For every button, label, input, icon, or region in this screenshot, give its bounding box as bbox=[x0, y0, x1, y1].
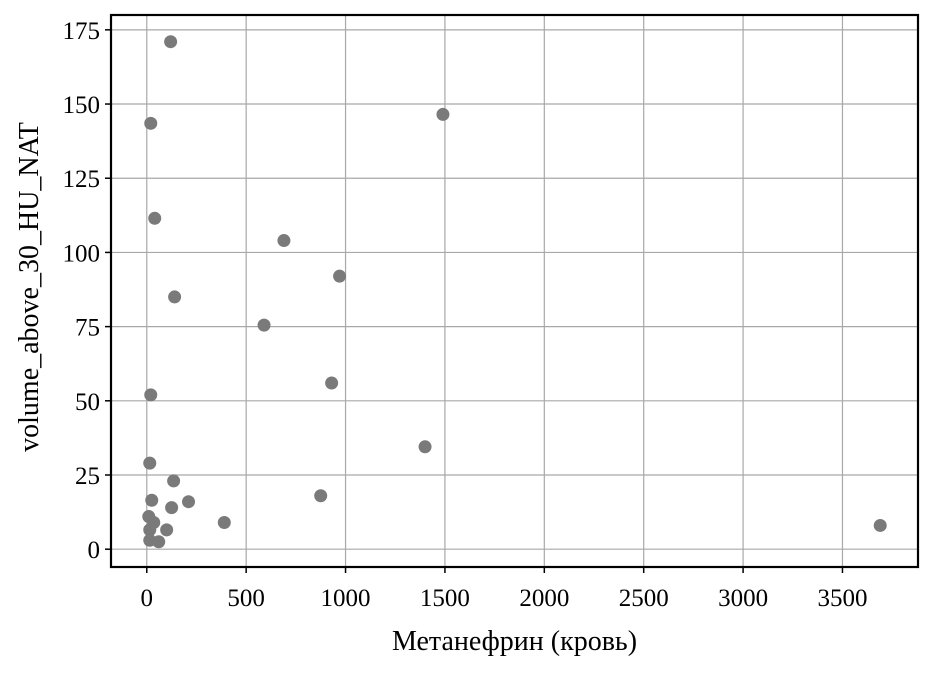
y-tick-label: 175 bbox=[63, 18, 101, 45]
y-tick-label: 75 bbox=[75, 315, 100, 342]
y-tick-label: 0 bbox=[88, 537, 101, 564]
data-point bbox=[144, 116, 158, 130]
data-point bbox=[143, 456, 157, 470]
data-point bbox=[143, 523, 157, 537]
data-point bbox=[145, 493, 159, 507]
x-tick-label: 1000 bbox=[321, 585, 371, 612]
y-tick-label: 100 bbox=[63, 240, 101, 267]
data-point bbox=[168, 290, 182, 304]
x-axis-title: Метанефрин (кровь) bbox=[392, 626, 637, 657]
data-point bbox=[152, 535, 166, 549]
y-tick-label: 150 bbox=[63, 92, 101, 119]
data-point bbox=[217, 515, 231, 529]
axis-ticks: 0 500 1000 1500 2000 2500 3000 3500 0 25 50 75 100 12… bbox=[63, 18, 868, 612]
y-tick-label: 50 bbox=[75, 389, 100, 416]
data-point bbox=[325, 376, 339, 390]
x-tick-label: 2500 bbox=[619, 585, 669, 612]
y-tick-label: 25 bbox=[75, 463, 100, 490]
data-point bbox=[257, 318, 271, 332]
data-point bbox=[277, 234, 291, 248]
data-point bbox=[314, 489, 328, 503]
data-point bbox=[167, 474, 181, 488]
x-tick-label: 0 bbox=[141, 585, 154, 612]
data-point bbox=[436, 107, 450, 121]
grid bbox=[111, 15, 918, 567]
data-point bbox=[144, 388, 158, 402]
data-points bbox=[142, 35, 887, 549]
x-tick-label: 1500 bbox=[420, 585, 470, 612]
y-axis-title: volume_above_30_HU_NAT bbox=[14, 122, 45, 452]
data-point bbox=[164, 35, 178, 49]
data-point bbox=[165, 501, 179, 515]
x-tick-label: 3500 bbox=[817, 585, 867, 612]
data-point bbox=[418, 440, 432, 454]
x-tick-label: 2000 bbox=[519, 585, 569, 612]
data-point bbox=[182, 495, 196, 509]
x-tick-label: 3000 bbox=[718, 585, 768, 612]
data-point bbox=[148, 211, 162, 225]
x-tick-label: 500 bbox=[227, 585, 265, 612]
data-point bbox=[873, 518, 887, 532]
y-tick-label: 125 bbox=[63, 166, 101, 193]
plot-frame bbox=[109, 13, 920, 569]
data-point bbox=[333, 269, 347, 283]
data-point bbox=[160, 523, 174, 537]
